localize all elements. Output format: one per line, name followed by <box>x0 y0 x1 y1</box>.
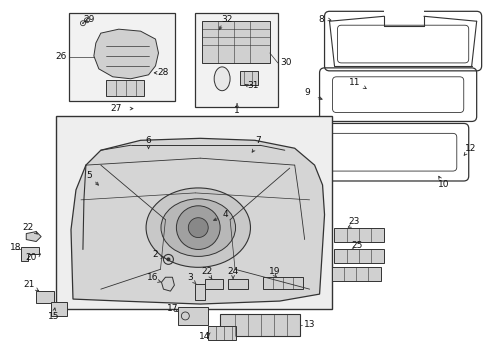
Ellipse shape <box>161 199 235 256</box>
Text: 11: 11 <box>348 78 359 87</box>
Text: 8: 8 <box>318 15 324 24</box>
Text: 31: 31 <box>247 81 258 90</box>
Bar <box>195 284 205 300</box>
Text: 27: 27 <box>110 104 121 113</box>
Text: 3: 3 <box>187 273 193 282</box>
Circle shape <box>86 19 87 21</box>
Text: 16: 16 <box>146 273 158 282</box>
Circle shape <box>166 257 170 261</box>
Circle shape <box>82 22 83 24</box>
Bar <box>202 21 269 63</box>
Bar <box>208 326 236 340</box>
Bar <box>227 279 247 289</box>
Text: 24: 24 <box>227 267 238 276</box>
Text: 15: 15 <box>48 312 60 321</box>
Bar <box>384 9 423 27</box>
Text: 5: 5 <box>86 171 92 180</box>
Bar <box>36 291 54 303</box>
Bar <box>178 307 208 325</box>
Polygon shape <box>161 277 174 291</box>
Text: 9: 9 <box>304 88 310 97</box>
Bar <box>331 267 381 281</box>
Polygon shape <box>21 247 39 261</box>
Text: 29: 29 <box>83 15 94 24</box>
Text: 10: 10 <box>437 180 448 189</box>
Text: 12: 12 <box>464 144 475 153</box>
Text: 17: 17 <box>166 305 178 314</box>
Circle shape <box>176 206 220 249</box>
Polygon shape <box>71 138 324 304</box>
Bar <box>105 80 143 96</box>
Text: 18: 18 <box>10 243 21 252</box>
Text: 1: 1 <box>234 106 240 115</box>
Text: 30: 30 <box>280 58 291 67</box>
Text: 13: 13 <box>303 320 315 329</box>
Bar <box>334 228 384 242</box>
Text: 20: 20 <box>25 253 37 262</box>
Bar <box>195 13 277 107</box>
Polygon shape <box>94 29 158 79</box>
Bar <box>220 314 299 336</box>
Ellipse shape <box>214 67 230 91</box>
Bar <box>263 277 302 289</box>
Bar <box>240 71 257 85</box>
Text: 25: 25 <box>351 241 362 250</box>
Text: 2: 2 <box>152 250 158 259</box>
Text: 14: 14 <box>198 332 209 341</box>
Bar <box>51 302 67 316</box>
Text: 32: 32 <box>221 15 232 24</box>
Bar <box>334 249 384 264</box>
Bar <box>205 279 223 289</box>
Text: 6: 6 <box>145 136 151 145</box>
Text: 19: 19 <box>268 267 280 276</box>
Circle shape <box>188 218 208 238</box>
Text: 22: 22 <box>201 267 212 276</box>
Text: 23: 23 <box>348 217 359 226</box>
Text: 22: 22 <box>22 223 34 232</box>
Ellipse shape <box>146 188 250 267</box>
Text: 4: 4 <box>222 210 227 219</box>
Text: 26: 26 <box>55 53 66 62</box>
Text: 21: 21 <box>23 280 35 289</box>
Bar <box>69 13 175 100</box>
Text: 7: 7 <box>255 136 260 145</box>
Polygon shape <box>26 231 41 242</box>
Text: 28: 28 <box>158 68 169 77</box>
Bar <box>56 116 332 309</box>
